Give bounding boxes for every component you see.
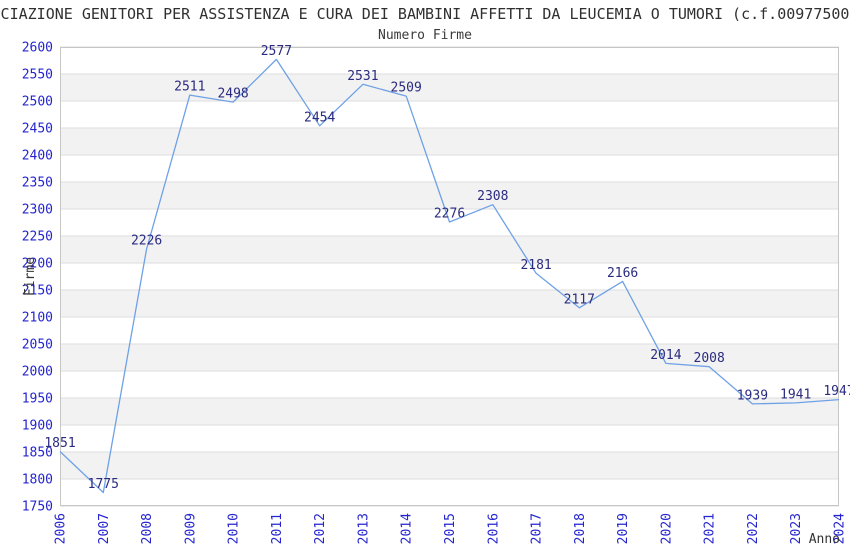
y-tick-label: 2550 [22, 68, 53, 83]
y-tick-label: 2400 [22, 149, 53, 164]
plot-band [60, 263, 839, 290]
y-tick-label: 2050 [22, 338, 53, 353]
data-label: 1941 [780, 387, 811, 402]
x-tick-label: 2014 [400, 513, 415, 544]
plot-band [60, 182, 839, 209]
x-tick-label: 2007 [97, 513, 112, 544]
data-label: 2117 [564, 292, 595, 307]
data-label: 1851 [44, 436, 75, 451]
data-label: 1947 [823, 384, 850, 399]
chart-subtitle: Numero Firme [378, 28, 472, 43]
plot-band [60, 101, 839, 128]
data-label: 2008 [694, 351, 725, 366]
x-tick-label: 2006 [54, 513, 69, 544]
y-tick-label: 2600 [22, 41, 53, 56]
x-tick-label: 2017 [530, 513, 545, 544]
y-tick-label: 2500 [22, 95, 53, 110]
chart-title: OCIAZIONE GENITORI PER ASSISTENZA E CURA… [0, 5, 850, 23]
x-tick-label: 2012 [313, 513, 328, 544]
y-tick-label: 2450 [22, 122, 53, 137]
data-label: 2166 [607, 266, 638, 281]
data-label: 1775 [88, 477, 119, 492]
data-label: 2454 [304, 110, 335, 125]
y-tick-label: 2100 [22, 311, 53, 326]
y-tick-label: 1950 [22, 392, 53, 407]
x-tick-label: 2022 [746, 513, 761, 544]
y-tick-label: 2000 [22, 365, 53, 380]
x-tick-label: 2024 [833, 513, 848, 544]
x-axis-title: Anno [809, 532, 840, 547]
x-tick-label: 2020 [659, 513, 674, 544]
x-tick-label: 2023 [789, 513, 804, 544]
y-tick-label: 2350 [22, 176, 53, 191]
plot-band [60, 290, 839, 317]
data-label: 2226 [131, 234, 162, 249]
y-tick-label: 2200 [22, 257, 53, 272]
x-tick-label: 2015 [443, 513, 458, 544]
data-label: 2577 [261, 44, 292, 59]
data-label: 2181 [520, 258, 551, 273]
x-tick-label: 2021 [703, 513, 718, 544]
plot-band [60, 236, 839, 263]
data-label: 2531 [347, 69, 378, 84]
data-label: 2014 [650, 348, 681, 363]
series-line [59, 58, 840, 494]
x-tick-label: 2018 [573, 513, 588, 544]
y-tick-label: 1900 [22, 419, 53, 434]
y-tick-label: 2300 [22, 203, 53, 218]
plot-band [60, 155, 839, 182]
x-tick-label: 2016 [486, 513, 501, 544]
x-tick-label: 2009 [183, 513, 198, 544]
x-tick-label: 2011 [270, 513, 285, 544]
plot-band [60, 479, 839, 506]
plot-band [60, 398, 839, 425]
y-tick-label: 1750 [22, 500, 53, 515]
plot-band [60, 317, 839, 344]
plot-band [60, 128, 839, 155]
x-tick-label: 2019 [616, 513, 631, 544]
y-tick-label: 1800 [22, 473, 53, 488]
x-tick-label: 2010 [227, 513, 242, 544]
plot-band [60, 452, 839, 479]
plot-band [60, 425, 839, 452]
plot-band [60, 371, 839, 398]
data-label: 2498 [217, 87, 248, 102]
plot-band [60, 47, 839, 74]
plot-border [60, 47, 839, 506]
x-tick-label: 2013 [356, 513, 371, 544]
y-axis-title: Firme [23, 257, 38, 296]
data-label: 2511 [174, 80, 205, 95]
y-tick-label: 1850 [22, 446, 53, 461]
y-tick-label: 2150 [22, 284, 53, 299]
data-label: 2509 [391, 81, 422, 96]
y-tick-label: 2250 [22, 230, 53, 245]
data-label: 2308 [477, 189, 508, 204]
x-tick-label: 2008 [140, 513, 155, 544]
data-label: 2276 [434, 207, 465, 222]
data-label: 1939 [737, 388, 768, 403]
